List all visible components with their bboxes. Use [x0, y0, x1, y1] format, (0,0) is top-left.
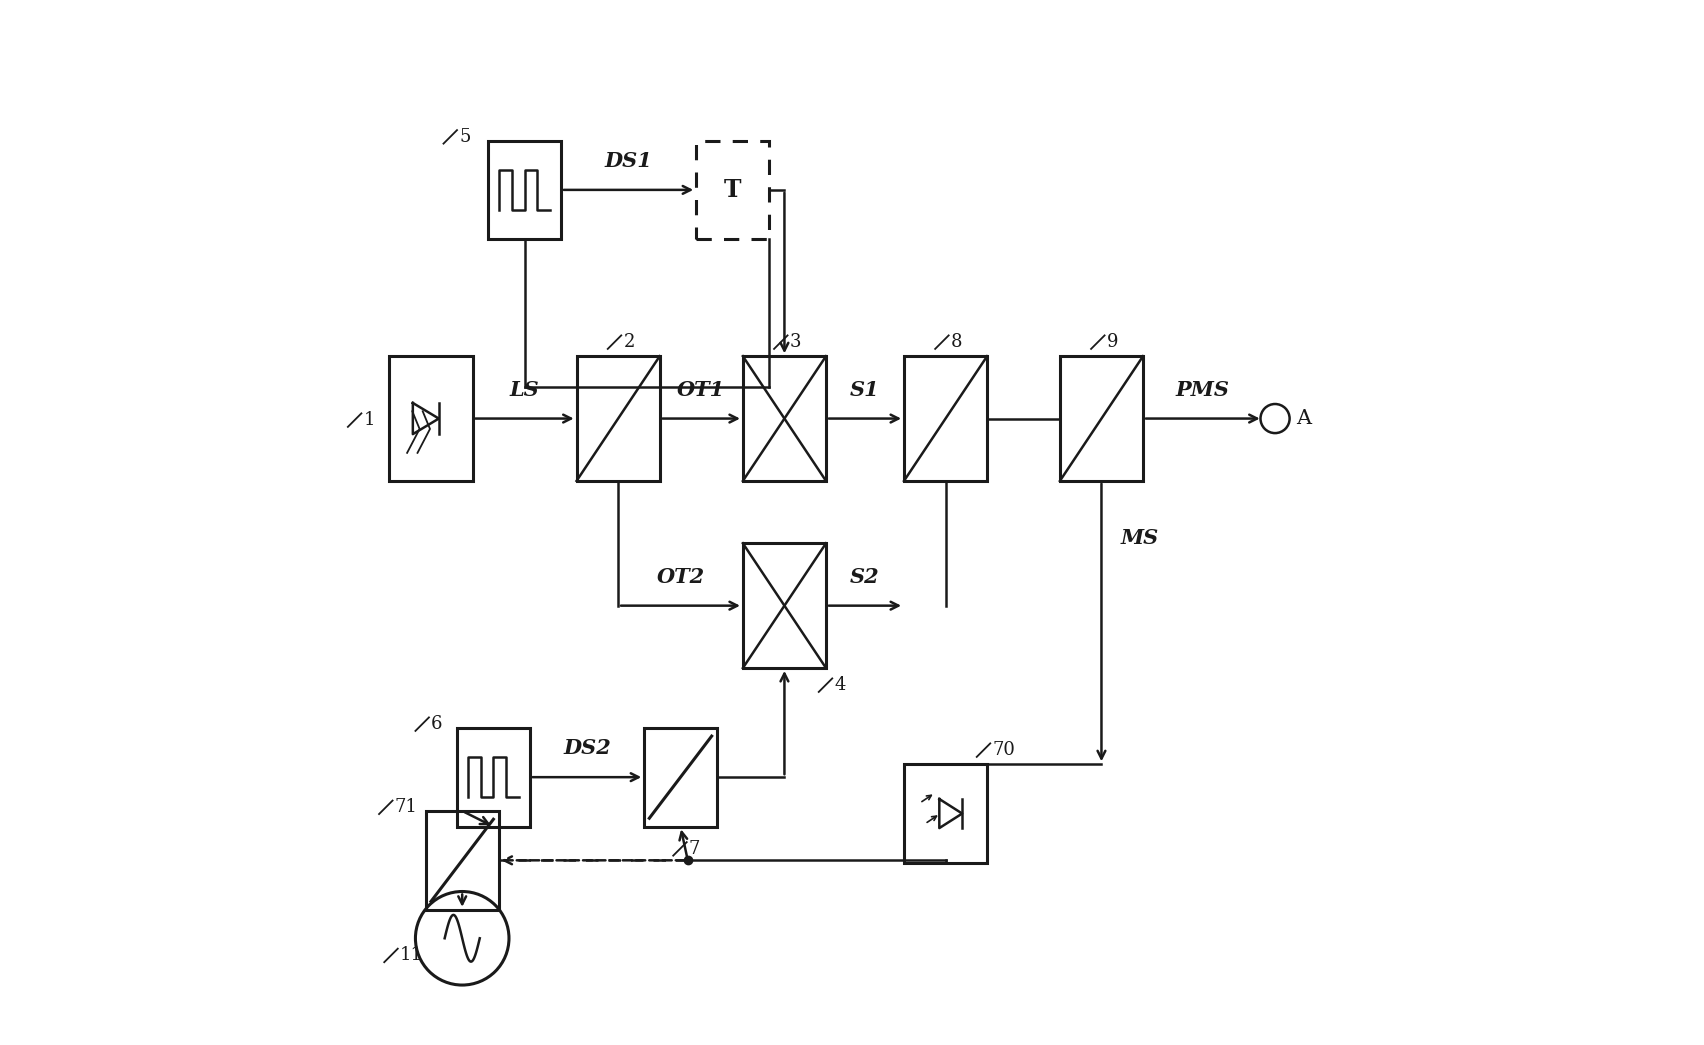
Bar — [487, 140, 561, 239]
Text: 7: 7 — [688, 840, 700, 858]
Text: 11: 11 — [400, 947, 423, 965]
Text: 8: 8 — [951, 333, 963, 351]
Text: OT1: OT1 — [676, 379, 726, 400]
Bar — [1060, 356, 1143, 481]
Text: 2: 2 — [624, 333, 634, 351]
Bar — [743, 543, 826, 668]
Bar — [743, 356, 826, 481]
Bar — [390, 356, 472, 481]
Text: S1: S1 — [850, 379, 879, 400]
Bar — [905, 764, 987, 863]
Text: 9: 9 — [1106, 333, 1118, 351]
Text: PMS: PMS — [1176, 379, 1230, 400]
Bar — [426, 811, 499, 910]
Text: 3: 3 — [789, 333, 801, 351]
Text: MS: MS — [1120, 528, 1159, 548]
Text: DS2: DS2 — [562, 739, 610, 759]
Text: 70: 70 — [992, 741, 1016, 759]
Text: LS: LS — [509, 379, 540, 400]
Text: 6: 6 — [431, 715, 443, 733]
Text: 4: 4 — [835, 676, 845, 694]
Text: S2: S2 — [850, 567, 879, 587]
Bar — [644, 727, 717, 827]
Bar — [695, 140, 769, 239]
Bar — [576, 356, 659, 481]
Text: DS1: DS1 — [605, 152, 653, 171]
Bar — [457, 727, 530, 827]
Text: T: T — [724, 178, 741, 202]
Text: 5: 5 — [458, 127, 470, 145]
Bar — [905, 356, 987, 481]
Text: A: A — [1295, 409, 1310, 428]
Text: OT2: OT2 — [656, 567, 704, 587]
Text: 1: 1 — [363, 411, 375, 428]
Text: 71: 71 — [395, 798, 417, 816]
